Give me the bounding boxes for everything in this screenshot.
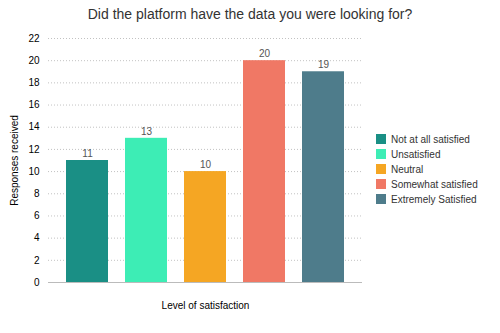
svg-text:Responses received: Responses received [9, 115, 20, 206]
svg-text:0: 0 [34, 277, 40, 288]
svg-text:20: 20 [259, 48, 271, 59]
svg-text:6: 6 [34, 210, 40, 221]
svg-text:18: 18 [28, 77, 40, 88]
svg-text:20: 20 [28, 55, 40, 66]
html-text:Not at all satisfied: Not at all satisfied [391, 133, 470, 145]
svg-text:2: 2 [34, 255, 40, 266]
svg-text:8: 8 [34, 188, 40, 199]
html-text:Unsatisfied: Unsatisfied [391, 148, 441, 160]
html-text:Did the platform have the data: Did the platform have the data you were … [87, 6, 413, 22]
svg-text:14: 14 [28, 121, 40, 132]
svg-text:10: 10 [200, 159, 212, 170]
svg-text:4: 4 [34, 232, 40, 243]
html-text:Extremely Satisfied: Extremely Satisfied [391, 193, 477, 205]
svg-text:16: 16 [28, 99, 40, 110]
svg-text:19: 19 [318, 59, 330, 70]
html-text:Neutral: Neutral [391, 163, 424, 175]
svg-text:12: 12 [28, 144, 40, 155]
svg-text:22: 22 [28, 33, 40, 44]
html-text:Somewhat satisfied: Somewhat satisfied [391, 178, 478, 190]
svg-text:10: 10 [28, 166, 40, 177]
svg-text:Level of satisfaction: Level of satisfaction [162, 300, 250, 311]
svg-text:13: 13 [141, 126, 153, 137]
svg-text:11: 11 [82, 148, 93, 159]
